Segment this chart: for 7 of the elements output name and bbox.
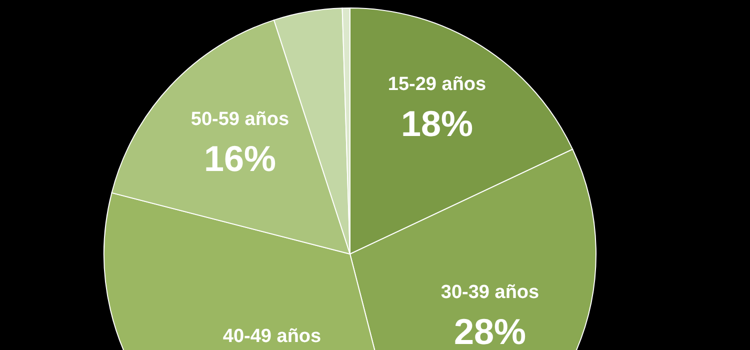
slice-label: 40-49 años [222,326,322,347]
slice-label: 50-59 años [190,109,290,130]
data-label: 16% [204,138,276,179]
data-label: 28% [454,311,526,350]
slice-label: 30-39 años [440,282,540,303]
slice-label: 15-29 años [388,74,486,95]
data-label: 18% [400,103,474,144]
